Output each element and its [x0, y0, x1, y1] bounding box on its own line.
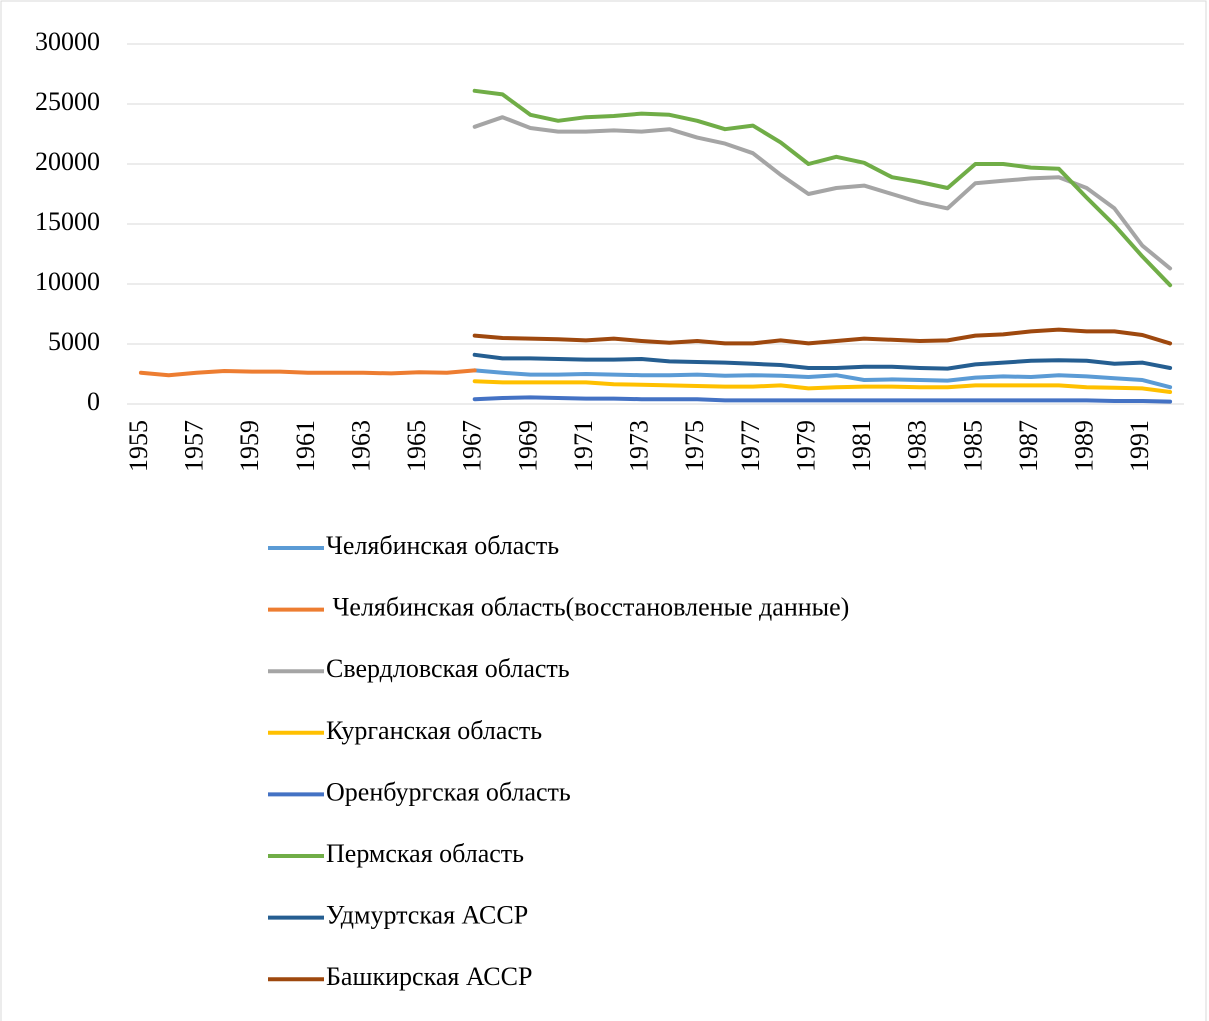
x-tick-label: 1981 [847, 420, 876, 472]
series-line [472, 352, 1173, 371]
x-tick-label: 1987 [1014, 420, 1043, 472]
legend-label: Челябинская область(восстановленые данны… [326, 593, 849, 622]
x-tick-label: 1989 [1070, 420, 1099, 472]
series-line [472, 327, 1173, 346]
y-tick-label: 25000 [35, 87, 100, 116]
y-tick-label: 30000 [35, 27, 100, 56]
x-tick-label: 1969 [513, 420, 542, 472]
legend-label: Башкирская АССР [326, 962, 532, 991]
x-tick-label: 1971 [569, 420, 598, 472]
y-tick-label: 15000 [35, 207, 100, 236]
x-tick-label: 1991 [1125, 420, 1154, 472]
x-tick-label: 1975 [680, 420, 709, 472]
x-tick-label: 1985 [958, 420, 987, 472]
series-line [472, 88, 1173, 288]
x-tick-label: 1961 [291, 420, 320, 472]
series-line [138, 368, 477, 378]
x-tick-label: 1959 [235, 420, 264, 472]
series-line [472, 379, 1173, 394]
legend-label: Челябинская область [326, 531, 559, 560]
legend-label: Свердловская область [326, 654, 570, 683]
x-tick-label: 1983 [903, 420, 932, 472]
y-tick-label: 0 [87, 387, 100, 416]
x-tick-label: 1957 [180, 420, 209, 472]
y-tick-label: 5000 [48, 327, 100, 356]
y-tick-label: 10000 [35, 267, 100, 296]
legend-label: Пермская область [326, 839, 524, 868]
y-tick-label: 20000 [35, 147, 100, 176]
x-tick-label: 1979 [791, 420, 820, 472]
x-tick-label: 1967 [458, 420, 487, 472]
x-tick-label: 1977 [736, 420, 765, 472]
series-line [472, 395, 1173, 404]
x-tick-label: 1965 [402, 420, 431, 472]
x-tick-label: 1973 [625, 420, 654, 472]
series-line [472, 115, 1173, 271]
legend-label: Оренбургская область [326, 777, 571, 806]
series-line [472, 368, 1173, 390]
x-tick-label: 1963 [346, 420, 375, 472]
legend-label: Курганская область [326, 716, 542, 745]
legend-label: Удмуртская АССР [326, 901, 528, 930]
x-tick-label: 1955 [124, 420, 153, 472]
